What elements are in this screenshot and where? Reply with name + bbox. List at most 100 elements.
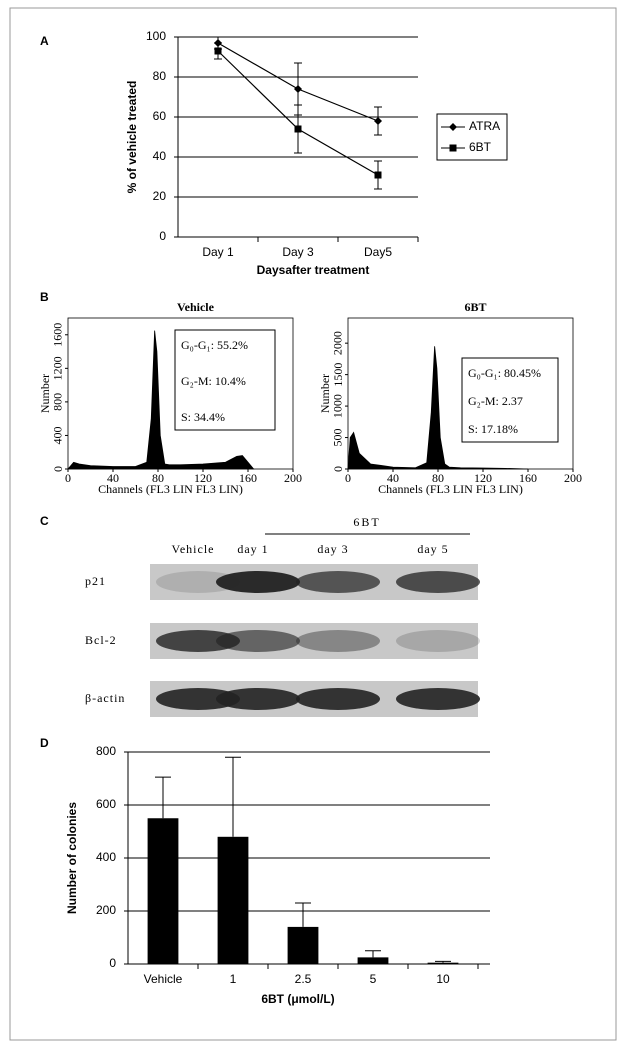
row-label: Bcl-2 [85,633,117,647]
y-axis-title: Number [318,374,332,413]
marker [374,171,382,179]
band [396,630,480,652]
panel-label: A [40,34,49,48]
band [296,571,380,593]
bar [287,926,319,964]
x-tick-label: 160 [239,471,257,485]
histogram-area [347,346,529,470]
x-tick-label: 80 [152,471,164,485]
y-tick-label: 1000 [331,394,345,418]
band [296,688,380,710]
band [396,571,480,593]
panel-label: B [40,290,49,304]
marker [294,85,302,93]
band [216,688,300,710]
bar [357,957,389,964]
band [156,630,240,652]
chart-title: Vehicle [177,300,215,314]
x-axis-title: Daysafter treatment [257,263,370,277]
y-tick-label: 500 [331,429,345,447]
y-tick-label: 1600 [51,323,65,347]
bar [147,818,179,964]
y-tick-label: 0 [109,956,116,970]
annotation: S: 17.18% [468,422,518,436]
lane-label: day 1 [237,542,268,556]
x-axis-title: 6BT (μmol/L) [261,992,334,1006]
band [396,688,480,710]
panel-label: C [40,514,49,528]
y-tick-label: 60 [153,109,167,123]
lane-label: day 3 [317,542,348,556]
y-tick-label: 200 [96,903,116,917]
error-bar [155,776,171,819]
annotation: G₂-M: 2.37 [468,394,523,408]
error-bar [435,960,451,963]
x-axis-title: Channels (FL3 LIN FL3 LIN) [98,482,243,496]
y-axis-title: Number [38,374,52,413]
legend-label: 6BT [469,140,492,154]
annotation: G₂-M: 10.4% [181,374,246,388]
y-tick-label: 800 [51,393,65,411]
lane-label: day 5 [417,542,448,556]
x-axis-title: Channels (FL3 LIN FL3 LIN) [378,482,523,496]
y-tick-label: 2000 [331,331,345,355]
treatment-label: 6BT [353,515,380,529]
band [296,630,380,652]
annotation-box [461,357,559,443]
lane-label: Vehicle [172,542,215,556]
figure-border [9,7,617,1041]
y-tick-label: 600 [96,797,116,811]
y-tick-label: 100 [146,29,166,43]
y-tick-label: 0 [51,466,65,472]
y-tick-label: 40 [153,149,167,163]
x-tick-label: 80 [432,471,444,485]
bar [217,836,249,964]
x-tick-label: 0 [65,471,71,485]
x-tick-label: 200 [284,471,302,485]
band [216,571,300,593]
legend-marker [449,123,457,131]
x-tick-label: 1 [230,972,237,986]
band [156,688,240,710]
marker [374,117,382,125]
x-tick-label: Vehicle [144,972,183,986]
y-tick-label: 1500 [331,363,345,387]
marker [214,47,222,55]
band [216,630,300,652]
y-axis-title: % of vehicle treated [125,81,139,194]
row-label: β-actin [85,691,125,705]
chart-title: 6BT [464,300,486,314]
annotation-box [174,329,276,431]
y-tick-label: 80 [153,69,167,83]
row-label: p21 [85,574,106,588]
y-tick-label: 20 [153,189,167,203]
x-tick-label: 200 [564,471,582,485]
x-tick-label: 40 [387,471,399,485]
x-tick-label: Day 1 [202,245,234,259]
panel-label: D [40,736,49,750]
x-tick-label: 0 [345,471,351,485]
y-tick-label: 0 [159,229,166,243]
error-bar [225,756,241,837]
x-tick-label: Day 3 [282,245,314,259]
x-tick-label: 40 [107,471,119,485]
y-tick-label: 400 [51,426,65,444]
legend-marker [449,144,457,152]
marker [294,125,302,133]
bar [427,962,459,964]
legend-box [436,113,508,161]
band [156,571,240,593]
annotation: S: 34.4% [181,410,225,424]
x-tick-label: 120 [474,471,492,485]
x-tick-label: 10 [436,972,450,986]
legend-label: ATRA [469,119,500,133]
x-tick-label: 120 [194,471,212,485]
error-bar [295,902,311,927]
histogram-area [67,330,255,470]
annotation: G₀-G₁: 55.2% [181,338,248,352]
y-tick-label: 400 [96,850,116,864]
y-tick-label: 1200 [51,356,65,380]
x-tick-label: Day5 [364,245,392,259]
annotation: G₀-G₁: 80.45% [468,366,541,380]
